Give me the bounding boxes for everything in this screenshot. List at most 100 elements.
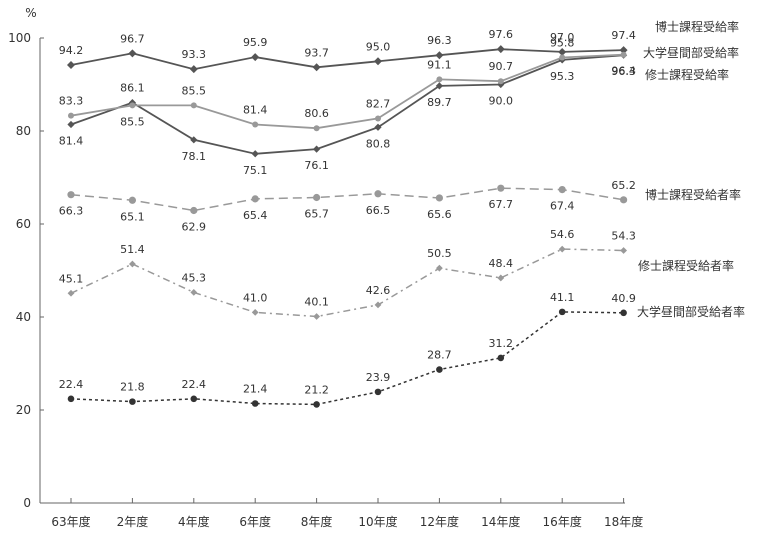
data-label: 95.8	[550, 37, 575, 50]
data-label: 75.1	[243, 164, 268, 177]
data-label: 22.4	[59, 378, 84, 391]
data-label: 81.4	[59, 134, 84, 147]
y-tick-label: 100	[8, 31, 31, 45]
data-label: 82.7	[366, 97, 391, 110]
data-point	[67, 395, 75, 403]
data-label: 85.5	[120, 115, 145, 128]
data-label: 80.8	[366, 137, 391, 150]
data-label: 76.1	[304, 159, 329, 172]
series-label: 修士課程受給者率	[638, 258, 734, 273]
data-point	[497, 274, 505, 282]
data-point	[374, 57, 382, 66]
series-line	[70, 248, 624, 318]
data-point	[435, 51, 444, 60]
data-label: 54.6	[550, 228, 575, 241]
data-point	[128, 196, 136, 204]
data-label: 97.0	[550, 31, 575, 44]
data-label: 93.3	[182, 48, 207, 61]
data-label: 86.1	[120, 82, 145, 95]
series-4: 66.3 65.1 62.9 65.4 65.7 66.5 65.6 67.7 67.4 65.2…	[59, 179, 741, 234]
data-point	[620, 51, 627, 58]
series-2: 81.4 86.1 78.1 75.1 76.1 80.8 89.7 90.0 95.3 96.3…	[59, 45, 739, 177]
data-point	[374, 388, 382, 396]
data-point	[620, 196, 628, 204]
data-label: 21.2	[304, 383, 329, 396]
data-label: 97.4	[611, 29, 636, 42]
data-label: 48.4	[489, 257, 514, 270]
data-point	[620, 247, 627, 254]
series-label: 博士課程受給者率	[645, 187, 741, 202]
data-point	[67, 120, 75, 129]
x-tick-label: 4年度	[178, 514, 210, 529]
data-label: 21.4	[243, 382, 268, 395]
series-3: 83.3 85.5 85.5 81.4 80.6 82.7 91.1 90.7 95.8 96.4…	[59, 37, 729, 132]
data-label: 65.1	[120, 210, 145, 223]
data-label: 67.4	[550, 200, 575, 213]
data-point	[313, 313, 320, 320]
data-label: 42.6	[366, 284, 391, 297]
data-label: 22.4	[182, 378, 207, 391]
data-label: 93.7	[304, 46, 329, 59]
data-label: 28.7	[427, 349, 452, 362]
data-point	[129, 102, 136, 109]
x-tick-label: 18年度	[604, 514, 643, 529]
data-label: 31.2	[489, 337, 514, 350]
data-label: 41.1	[550, 291, 575, 304]
series-1: 94.2 96.7 93.3 95.9 93.7 95.0 96.3 97.6 97.0 97.4…	[59, 19, 739, 74]
data-label: 90.7	[489, 60, 514, 73]
data-label: 85.5	[182, 84, 207, 97]
series-label: 博士課程受給率	[655, 19, 739, 34]
data-point	[435, 194, 443, 202]
data-point	[67, 191, 75, 199]
data-label: 66.3	[59, 205, 84, 218]
data-label: 51.4	[120, 243, 145, 256]
data-label: 62.9	[182, 221, 207, 234]
data-point	[496, 45, 505, 54]
data-point	[436, 264, 443, 272]
series-label: 修士課程受給率	[645, 67, 729, 82]
data-point	[374, 190, 382, 198]
data-point	[129, 398, 136, 405]
data-label: 66.5	[366, 204, 391, 217]
y-tick-label: 20	[16, 403, 31, 417]
series-5: 45.1 51.4 45.3 41.0 40.1 42.6 50.5 48.4 54.6 54.3…	[59, 228, 734, 320]
x-tick-label: 63年度	[51, 514, 90, 529]
data-point	[190, 288, 198, 296]
data-point	[313, 401, 320, 408]
y-tick-label: 0	[23, 496, 31, 510]
data-point	[190, 102, 197, 109]
data-label: 45.3	[182, 271, 207, 284]
data-label: 23.9	[366, 371, 391, 384]
data-point	[497, 80, 505, 89]
x-tick-label: 16年度	[543, 514, 582, 529]
data-label: 41.0	[243, 291, 268, 304]
data-point	[128, 49, 137, 58]
data-point	[190, 206, 198, 215]
series-label: 大学昼間部受給率	[643, 45, 739, 60]
data-point	[620, 309, 627, 317]
series-line	[70, 48, 624, 71]
series-line	[70, 311, 624, 406]
data-point	[558, 185, 566, 194]
series-line	[70, 54, 624, 155]
data-label: 89.7	[427, 96, 452, 109]
data-label: 40.9	[611, 292, 636, 305]
data-point	[436, 366, 443, 373]
data-label: 94.2	[59, 44, 84, 57]
x-tick-label: 8年度	[301, 514, 333, 529]
x-tick-label: 2年度	[117, 514, 149, 529]
data-label: 45.1	[59, 272, 84, 285]
data-point	[374, 301, 382, 309]
series-label: 大学昼間部受給者率	[637, 304, 745, 319]
data-point	[251, 400, 259, 407]
data-point	[497, 78, 504, 85]
data-point	[497, 184, 505, 192]
data-label: 80.6	[304, 107, 329, 120]
data-point	[312, 63, 321, 72]
data-label: 65.4	[243, 209, 268, 222]
data-point	[497, 354, 505, 362]
data-label: 91.1	[427, 58, 452, 71]
data-point	[251, 308, 259, 316]
data-point	[375, 115, 381, 122]
